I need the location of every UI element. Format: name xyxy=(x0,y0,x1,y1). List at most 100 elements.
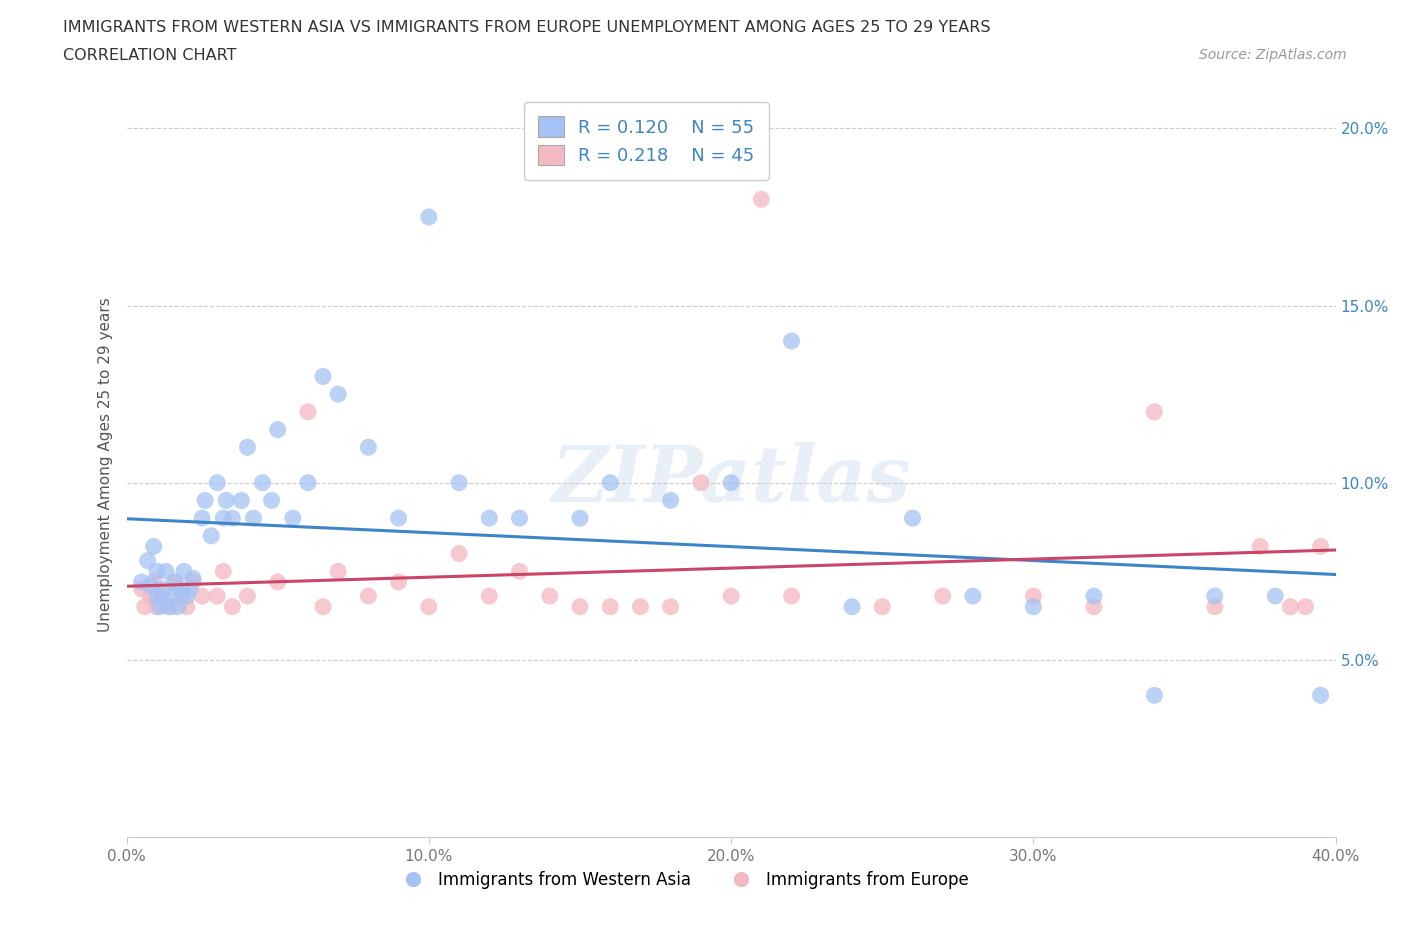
Point xyxy=(205,589,228,604)
Y-axis label: Unemployment Among Ages 25 to 29 years: Unemployment Among Ages 25 to 29 years xyxy=(97,298,112,632)
Point xyxy=(160,599,183,614)
Point xyxy=(659,599,682,614)
Point xyxy=(281,511,304,525)
Point xyxy=(599,599,621,614)
Point xyxy=(312,369,335,384)
Legend: Immigrants from Western Asia, Immigrants from Europe: Immigrants from Western Asia, Immigrants… xyxy=(389,864,976,896)
Point xyxy=(212,511,235,525)
Point xyxy=(478,511,501,525)
Point xyxy=(155,564,177,578)
Point xyxy=(312,599,335,614)
Point xyxy=(212,564,235,578)
Point xyxy=(170,589,193,604)
Point xyxy=(167,599,190,614)
Point xyxy=(252,475,274,490)
Point xyxy=(221,511,243,525)
Point xyxy=(447,546,470,561)
Point xyxy=(1083,589,1105,604)
Point xyxy=(872,599,894,614)
Point xyxy=(630,599,652,614)
Point xyxy=(659,493,682,508)
Point xyxy=(1249,539,1271,554)
Point xyxy=(962,589,984,604)
Point xyxy=(163,575,186,590)
Point xyxy=(780,589,803,604)
Point xyxy=(447,475,470,490)
Point xyxy=(194,493,217,508)
Point xyxy=(1204,589,1226,604)
Point xyxy=(131,581,153,596)
Point xyxy=(267,422,290,437)
Point xyxy=(160,589,183,604)
Point xyxy=(146,599,169,614)
Point xyxy=(1309,539,1331,554)
Point xyxy=(751,192,773,206)
Point xyxy=(478,589,501,604)
Point xyxy=(1204,599,1226,614)
Point xyxy=(163,575,186,590)
Point xyxy=(181,575,204,590)
Point xyxy=(231,493,253,508)
Point xyxy=(418,209,440,224)
Point xyxy=(1083,599,1105,614)
Text: Source: ZipAtlas.com: Source: ZipAtlas.com xyxy=(1199,48,1347,62)
Point xyxy=(149,599,172,614)
Point xyxy=(152,581,174,596)
Point xyxy=(200,528,222,543)
Text: CORRELATION CHART: CORRELATION CHART xyxy=(63,48,236,63)
Point xyxy=(170,581,193,596)
Point xyxy=(1143,405,1166,419)
Point xyxy=(136,553,159,568)
Point xyxy=(1279,599,1302,614)
Point xyxy=(599,475,621,490)
Point xyxy=(509,511,531,525)
Point xyxy=(1143,688,1166,703)
Point xyxy=(152,589,174,604)
Point xyxy=(139,589,162,604)
Point xyxy=(1022,589,1045,604)
Point xyxy=(176,599,198,614)
Point xyxy=(179,581,201,596)
Point xyxy=(326,564,350,578)
Point xyxy=(142,575,165,590)
Point xyxy=(176,589,198,604)
Point xyxy=(191,589,214,604)
Point xyxy=(134,599,156,614)
Point xyxy=(326,387,350,402)
Point xyxy=(720,475,742,490)
Point xyxy=(568,599,592,614)
Point xyxy=(357,440,380,455)
Point xyxy=(181,571,204,586)
Point xyxy=(720,589,742,604)
Point xyxy=(221,599,243,614)
Point xyxy=(1309,688,1331,703)
Point xyxy=(538,589,561,604)
Point xyxy=(297,475,319,490)
Point xyxy=(191,511,214,525)
Point xyxy=(157,599,180,614)
Point xyxy=(139,578,162,593)
Point xyxy=(780,334,803,349)
Point xyxy=(267,575,290,590)
Point xyxy=(1294,599,1316,614)
Point xyxy=(236,589,259,604)
Point xyxy=(509,564,531,578)
Point xyxy=(901,511,924,525)
Point xyxy=(146,589,169,604)
Point xyxy=(388,575,411,590)
Point xyxy=(1022,599,1045,614)
Point xyxy=(242,511,264,525)
Point xyxy=(568,511,592,525)
Point xyxy=(932,589,955,604)
Point xyxy=(205,475,228,490)
Point xyxy=(388,511,411,525)
Text: ZIPatlas: ZIPatlas xyxy=(551,442,911,518)
Point xyxy=(260,493,283,508)
Point xyxy=(131,575,153,590)
Point xyxy=(689,475,711,490)
Point xyxy=(146,564,169,578)
Point xyxy=(236,440,259,455)
Point xyxy=(1264,589,1286,604)
Text: IMMIGRANTS FROM WESTERN ASIA VS IMMIGRANTS FROM EUROPE UNEMPLOYMENT AMONG AGES 2: IMMIGRANTS FROM WESTERN ASIA VS IMMIGRAN… xyxy=(63,20,991,35)
Point xyxy=(357,589,380,604)
